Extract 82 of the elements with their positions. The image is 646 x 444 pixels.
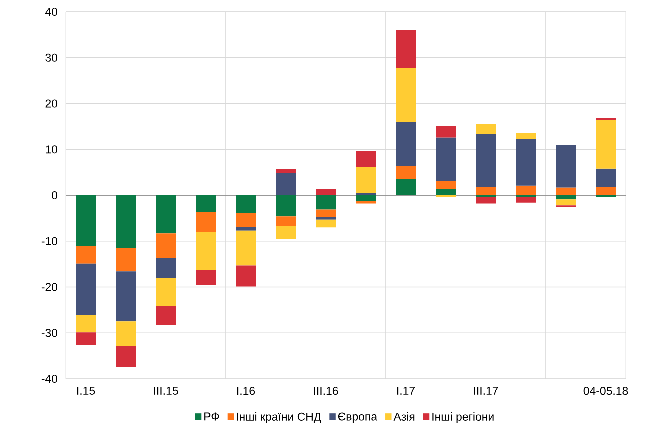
bar — [316, 196, 336, 210]
bar — [556, 196, 576, 200]
x-tick-label: III.15 — [154, 387, 178, 396]
x-tick-label: III.17 — [474, 387, 498, 395]
x-tick-label: 04-05.18 — [584, 387, 628, 396]
bar — [236, 196, 256, 214]
bar — [116, 248, 136, 272]
bar — [276, 216, 296, 226]
bar — [156, 306, 176, 326]
bar — [476, 197, 496, 204]
bar — [356, 151, 376, 168]
bar — [116, 322, 136, 346]
bar — [436, 126, 456, 138]
bar — [436, 138, 456, 182]
bar — [436, 181, 456, 190]
y-tick-label: 20 — [46, 100, 58, 108]
bar — [396, 30, 416, 68]
legend-label: Інші регіони — [432, 412, 494, 424]
y-tick-label: 10 — [46, 146, 58, 154]
bar — [76, 246, 96, 264]
bar — [156, 196, 176, 234]
bar — [236, 213, 256, 228]
y-tick-label: -20 — [42, 283, 58, 292]
bar — [196, 270, 216, 286]
bar — [196, 196, 216, 212]
bar — [516, 140, 536, 186]
bar — [356, 201, 376, 204]
bar — [556, 200, 576, 206]
bar — [76, 264, 96, 316]
bar — [396, 122, 416, 166]
bar — [396, 178, 416, 196]
bar — [316, 210, 336, 218]
x-tick-label: I.15 — [78, 387, 96, 396]
bar — [516, 186, 536, 196]
bar — [276, 169, 296, 174]
x-tick-label: I.16 — [238, 387, 256, 396]
legend-label: Азія — [394, 412, 415, 421]
bar — [596, 120, 616, 169]
bar — [596, 187, 616, 196]
y-tick-label: 40 — [46, 8, 58, 16]
bar — [596, 168, 616, 188]
bar — [476, 187, 496, 196]
bar — [516, 133, 536, 140]
y-tick-label: 0 — [52, 191, 58, 200]
bar — [76, 315, 96, 333]
bar — [76, 196, 96, 246]
bar — [556, 188, 576, 196]
bar — [196, 232, 216, 270]
y-tick-label: -40 — [42, 374, 58, 384]
bar — [356, 196, 376, 202]
bar — [116, 272, 136, 322]
bar — [476, 124, 496, 134]
legend-label: РФ — [204, 412, 220, 421]
bar — [356, 168, 376, 194]
bar — [116, 346, 136, 368]
bar — [156, 258, 176, 279]
bar — [556, 145, 576, 188]
legend-label: Інші країни СНД — [237, 412, 322, 424]
bar — [76, 332, 96, 346]
x-tick-label: III.16 — [314, 387, 338, 396]
y-tick-label: -30 — [42, 329, 58, 338]
y-tick-label: 30 — [46, 54, 58, 62]
bar — [396, 68, 416, 122]
bar — [316, 220, 336, 228]
bar — [276, 226, 296, 240]
bar — [196, 212, 216, 232]
bar — [236, 227, 256, 231]
bar — [276, 196, 296, 217]
bar — [396, 166, 416, 179]
bar — [276, 173, 296, 196]
bar — [436, 189, 456, 196]
bar — [156, 234, 176, 258]
legend-label: Європа — [338, 412, 378, 424]
x-tick-label: I.17 — [398, 387, 415, 395]
bar — [236, 266, 256, 287]
y-tick-label: -10 — [42, 237, 58, 246]
bar — [116, 196, 136, 248]
bar — [156, 278, 176, 307]
bar — [236, 230, 256, 266]
bar — [316, 190, 336, 196]
bar — [476, 134, 496, 188]
bar — [516, 197, 536, 203]
